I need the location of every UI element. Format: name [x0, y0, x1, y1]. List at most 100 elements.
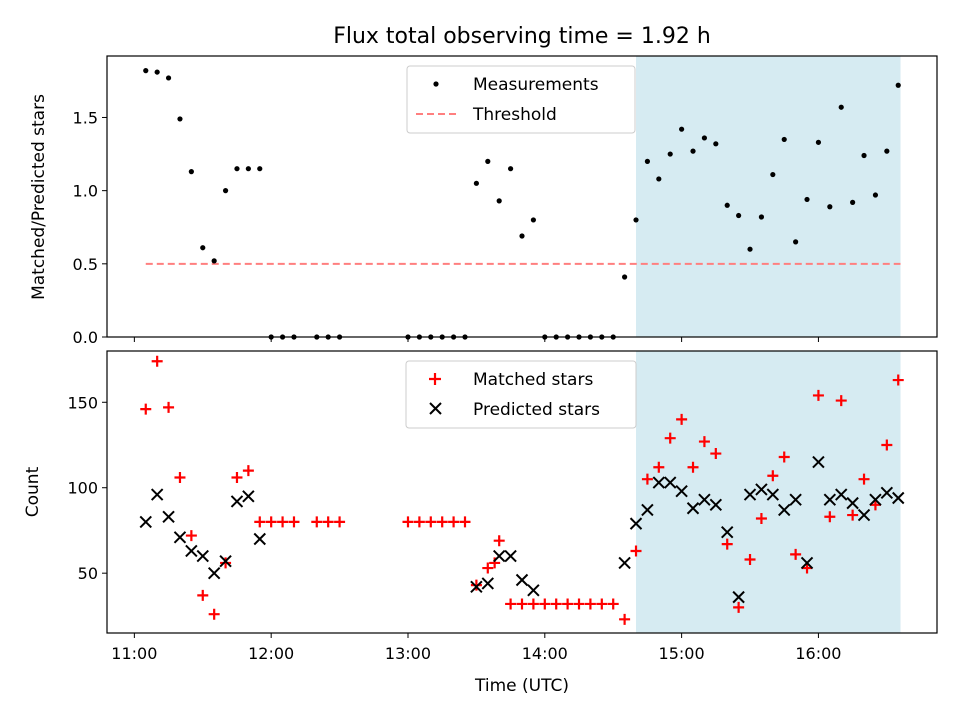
predicted-star-point: [492, 549, 506, 563]
predicted-star-point: [481, 577, 495, 590]
measurement-point: [895, 82, 901, 88]
matched-star-point: [573, 598, 585, 610]
predicted-star-point: [709, 498, 723, 512]
matched-star-point: [710, 448, 722, 460]
y-tick-label: 150: [67, 393, 98, 412]
predicted-star-point: [641, 503, 654, 517]
predicted-star-point: [835, 488, 848, 501]
measurement-point: [758, 214, 765, 220]
measurement-point: [667, 151, 673, 157]
matched-star-point: [505, 598, 517, 610]
matched-star-point: [197, 589, 209, 601]
bottom-ylabel: Count: [23, 466, 43, 517]
predicted-star-point: [778, 503, 791, 517]
predicted-star-point: [652, 476, 666, 489]
y-tick-label: 100: [67, 479, 98, 498]
chart-title: Flux total observing time = 1.92 h: [333, 24, 711, 49]
measurement-point: [861, 152, 867, 159]
y-tick-label: 50: [78, 564, 98, 583]
matched-star-point: [835, 395, 847, 407]
predicted-star-point: [721, 525, 734, 539]
measurement-point: [222, 188, 229, 194]
matched-star-point: [584, 598, 596, 610]
matched-star-point: [311, 516, 323, 528]
measurement-point: [200, 245, 206, 251]
predicted-star-point: [846, 496, 859, 510]
matched-star-point: [459, 516, 471, 528]
x-tick-label: 13:00: [385, 644, 431, 663]
matched-star-point: [847, 509, 859, 521]
matched-star-point: [733, 601, 745, 613]
predicted-star-point: [230, 495, 244, 508]
predicted-star-point: [800, 556, 814, 570]
predicted-star-point: [242, 490, 255, 503]
matched-star-point: [151, 355, 163, 367]
matched-star-point: [755, 512, 767, 524]
measurement-point: [713, 141, 719, 147]
matched-star-point: [265, 516, 277, 528]
measurement-point: [815, 139, 822, 145]
matched-star-point: [687, 461, 699, 473]
predicted-star-point: [869, 493, 882, 506]
matched-star-point: [334, 516, 346, 528]
bottom-ticks: 50 100 150 11:00 12:00 13:00 14:00 15:00 16:00: [67, 393, 841, 663]
predicted-star-point: [173, 531, 187, 544]
measurement-point: [496, 198, 502, 204]
predicted-star-point: [755, 483, 768, 496]
bottom-shaded-span: [636, 351, 901, 633]
matched-star-point: [778, 451, 790, 463]
y-tick-label: 0.0: [73, 328, 98, 347]
matched-star-point: [516, 598, 528, 610]
measurement-point: [633, 217, 639, 223]
matched-star-point: [812, 389, 824, 401]
x-tick-label: 15:00: [659, 644, 705, 663]
predicted-star-point: [139, 515, 152, 529]
top-axes-frame: [106, 55, 938, 338]
y-tick-label: 1.0: [73, 182, 98, 201]
matched-star-point: [664, 432, 676, 444]
predicted-star-point: [185, 544, 198, 558]
predicted-star-point: [470, 580, 483, 594]
matched-star-point: [869, 499, 881, 511]
measurement-point: [747, 246, 753, 252]
predicted-star-point: [892, 491, 905, 505]
predicted-star-point: [207, 566, 221, 580]
matched-star-point: [470, 579, 482, 591]
legend-matched-label: Matched stars: [473, 370, 593, 390]
measurement-point: [177, 116, 183, 122]
matched-star-point: [607, 598, 619, 610]
matched-star-point: [425, 516, 437, 528]
bottom-panel: 50 100 150 11:00 12:00 13:00 14:00 15:00 16:00 C…: [23, 350, 938, 663]
legend-predicted-label: Predicted stars: [473, 400, 600, 420]
matched-star-point: [858, 473, 870, 485]
measurement-point: [656, 176, 662, 182]
matched-star-point: [676, 413, 688, 425]
x-tick-label: 11:00: [111, 644, 157, 663]
measurement-point: [154, 69, 160, 75]
top-legend-box: [406, 65, 636, 134]
matched-star-point: [254, 516, 266, 528]
matched-star-point: [790, 548, 802, 560]
matched-star-point: [220, 557, 232, 569]
matched-star-point: [174, 471, 186, 483]
measurement-point: [850, 199, 856, 205]
measurement-point: [507, 166, 514, 172]
predicted-star-point: [162, 510, 175, 523]
legend-matched-marker: [429, 373, 441, 385]
matched-star-point: [596, 598, 608, 610]
x-tick-label: 16:00: [795, 644, 841, 663]
y-tick-label: 0.5: [73, 255, 98, 274]
matched-star-point: [698, 436, 710, 448]
matched-star-point: [619, 613, 631, 625]
measurement-point: [245, 166, 251, 172]
matched-star-point: [163, 401, 175, 413]
matched-star-point: [493, 535, 505, 547]
predicted-star-point: [857, 508, 871, 522]
top-legend: Measurements Threshold: [406, 65, 636, 134]
predicted-star-point: [664, 476, 677, 489]
predicted-star-point: [686, 502, 700, 515]
matched-star-point: [562, 598, 574, 610]
bottom-legend-box: [405, 360, 637, 429]
measurement-point: [165, 75, 172, 81]
